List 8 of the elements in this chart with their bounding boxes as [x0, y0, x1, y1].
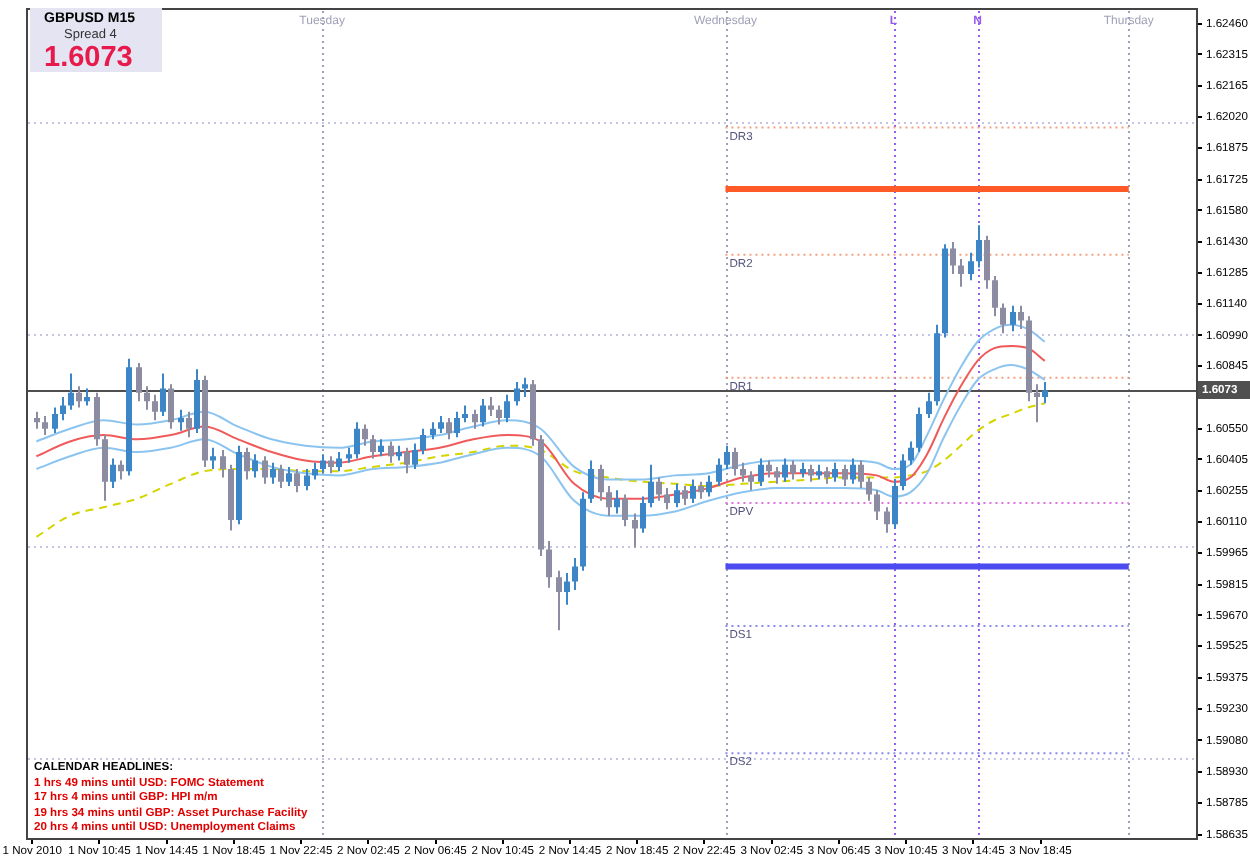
candlestick [1034, 384, 1040, 423]
line-series [35, 345, 1046, 500]
line-series [35, 364, 1046, 517]
annotation: 1.6073 [44, 42, 133, 74]
line-series [35, 323, 1046, 481]
line-series [35, 402, 1046, 538]
candlestick [210, 447, 216, 470]
candlestick [488, 396, 494, 416]
